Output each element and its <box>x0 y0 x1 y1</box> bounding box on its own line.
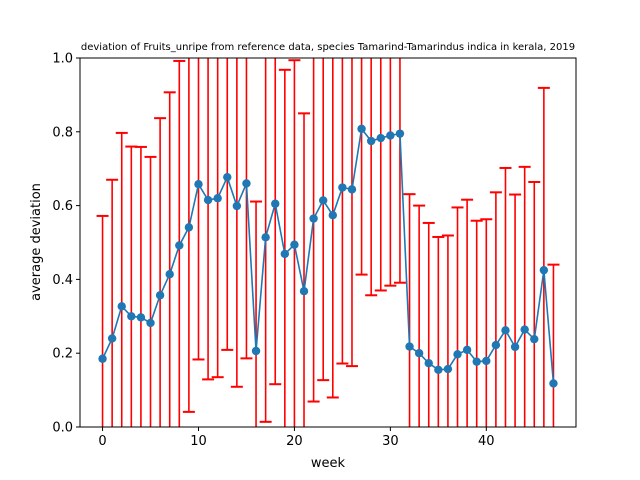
data-point <box>472 357 481 366</box>
data-point <box>443 364 453 374</box>
x-tick-label: 40 <box>478 434 495 449</box>
data-point <box>357 124 366 134</box>
data-point <box>194 179 203 189</box>
data-point <box>271 199 280 208</box>
data-point <box>414 349 424 358</box>
data-point <box>213 194 222 203</box>
y-tick-label: 0.2 <box>52 347 73 362</box>
data-point <box>405 342 414 351</box>
data-point <box>146 318 155 328</box>
error-bars <box>96 58 560 427</box>
data-point <box>107 334 117 343</box>
data-point <box>539 265 549 275</box>
data-point <box>261 233 270 242</box>
data-point <box>184 223 194 232</box>
y-tick-label: 0.8 <box>52 125 73 140</box>
data-point <box>155 291 165 300</box>
data-point <box>165 270 174 279</box>
data-point <box>491 340 501 350</box>
data-point <box>424 358 433 368</box>
data-point <box>434 365 443 375</box>
data-point <box>338 183 347 192</box>
data-point <box>462 345 472 355</box>
data-point <box>530 334 539 344</box>
data-point <box>117 302 126 311</box>
data-point <box>510 342 520 352</box>
y-axis-ticks: 0.0 0.2 0.4 0.6 0.8 1.0 <box>52 52 80 436</box>
data-point <box>251 346 261 356</box>
data-point <box>482 356 491 366</box>
data-point <box>98 354 107 363</box>
x-axis-ticks: 0 10 20 30 40 <box>98 427 495 449</box>
x-tick-label: 30 <box>382 434 399 449</box>
x-tick-label: 20 <box>286 434 303 449</box>
data-point <box>520 325 529 334</box>
data-point <box>175 241 184 250</box>
y-tick-label: 0.0 <box>52 421 73 436</box>
plot-frame <box>79 57 577 428</box>
data-point <box>386 131 395 140</box>
data-point <box>347 185 357 194</box>
data-point <box>309 214 318 223</box>
data-point <box>290 240 299 249</box>
data-point <box>232 201 242 211</box>
data-point <box>299 287 309 296</box>
data-point <box>319 196 328 205</box>
data-point <box>136 313 146 322</box>
y-tick-label: 1.0 <box>52 52 73 67</box>
y-tick-label: 0.4 <box>52 273 73 288</box>
data-point <box>203 195 213 205</box>
x-tick-label: 10 <box>190 434 207 449</box>
data-point <box>501 326 510 335</box>
data-point <box>280 249 290 259</box>
data-point <box>366 136 376 146</box>
data-point <box>549 379 558 388</box>
data-point <box>242 179 251 188</box>
data-point <box>395 129 405 138</box>
y-axis-label: average deviation <box>29 183 44 301</box>
chart-title: deviation of Fruits_unripe from referenc… <box>81 42 575 53</box>
data-point <box>328 210 337 220</box>
x-tick-label: 0 <box>98 434 106 449</box>
data-point <box>453 350 462 359</box>
data-point <box>376 133 385 143</box>
x-axis-label: week <box>311 456 346 471</box>
data-point <box>223 172 232 182</box>
data-points <box>98 124 558 388</box>
data-point <box>127 312 136 321</box>
y-tick-label: 0.6 <box>52 199 73 214</box>
